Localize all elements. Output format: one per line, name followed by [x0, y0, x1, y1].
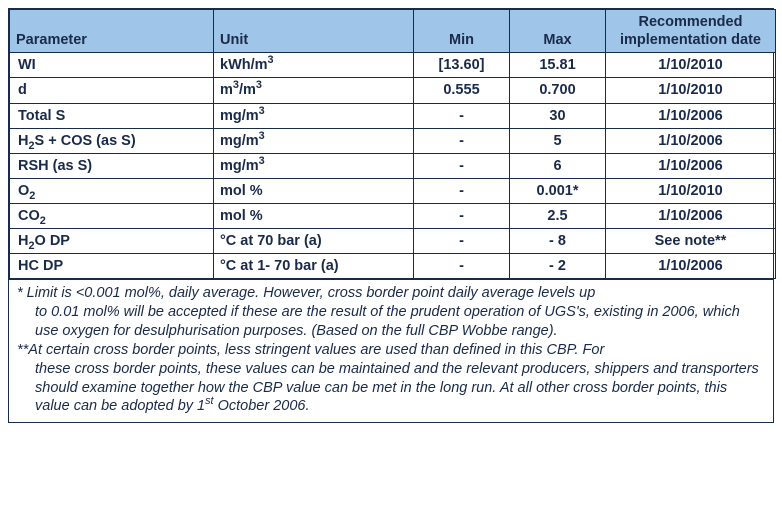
cell-date: See note**: [606, 229, 776, 254]
col-header-max: Max: [510, 10, 606, 53]
header-row: Parameter Unit Min Max Recommended imple…: [10, 10, 776, 53]
cell-unit: mol %: [214, 178, 414, 203]
cell-unit: mg/m3: [214, 128, 414, 153]
gas-spec-table-container: Parameter Unit Min Max Recommended imple…: [8, 8, 774, 423]
cell-min: -: [414, 178, 510, 203]
cell-max: - 2: [510, 254, 606, 279]
table-head: Parameter Unit Min Max Recommended imple…: [10, 10, 776, 53]
cell-max: 6: [510, 153, 606, 178]
cell-parameter: H2O DP: [10, 229, 214, 254]
cell-parameter: RSH (as S): [10, 153, 214, 178]
table-row: O2mol %-0.001*1/10/2010: [10, 178, 776, 203]
cell-date: 1/10/2006: [606, 204, 776, 229]
cell-max: 30: [510, 103, 606, 128]
cell-date: 1/10/2010: [606, 178, 776, 203]
table-row: H2O DP°C at 70 bar (a)-- 8See note**: [10, 229, 776, 254]
cell-max: 0.001*: [510, 178, 606, 203]
footnotes: * Limit is <0.001 mol%, daily average. H…: [9, 279, 773, 422]
col-header-date: Recommended implementation date: [606, 10, 776, 53]
table-row: HC DP°C at 1- 70 bar (a)-- 21/10/2006: [10, 254, 776, 279]
cell-min: -: [414, 254, 510, 279]
gas-spec-table: Parameter Unit Min Max Recommended imple…: [9, 9, 776, 279]
cell-date: 1/10/2010: [606, 78, 776, 103]
cell-min: -: [414, 204, 510, 229]
cell-max: 15.81: [510, 53, 606, 78]
cell-unit: mol %: [214, 204, 414, 229]
cell-date: 1/10/2006: [606, 153, 776, 178]
cell-parameter: H2S + COS (as S): [10, 128, 214, 153]
cell-max: - 8: [510, 229, 606, 254]
cell-max: 0.700: [510, 78, 606, 103]
footnote-2: **At certain cross border points, less s…: [17, 341, 765, 416]
cell-date: 1/10/2006: [606, 254, 776, 279]
cell-max: 5: [510, 128, 606, 153]
cell-parameter: O2: [10, 178, 214, 203]
cell-unit: °C at 70 bar (a): [214, 229, 414, 254]
table-row: WIkWh/m3[13.60]15.811/10/2010: [10, 53, 776, 78]
cell-parameter: WI: [10, 53, 214, 78]
cell-date: 1/10/2006: [606, 103, 776, 128]
table-row: dm3/m30.5550.7001/10/2010: [10, 78, 776, 103]
cell-unit: kWh/m3: [214, 53, 414, 78]
cell-parameter: Total S: [10, 103, 214, 128]
table-row: H2S + COS (as S)mg/m3-51/10/2006: [10, 128, 776, 153]
cell-max: 2.5: [510, 204, 606, 229]
cell-min: -: [414, 128, 510, 153]
table-row: Total Smg/m3-301/10/2006: [10, 103, 776, 128]
col-header-unit: Unit: [214, 10, 414, 53]
cell-unit: mg/m3: [214, 103, 414, 128]
cell-unit: m3/m3: [214, 78, 414, 103]
col-header-min: Min: [414, 10, 510, 53]
cell-date: 1/10/2010: [606, 53, 776, 78]
cell-unit: °C at 1- 70 bar (a): [214, 254, 414, 279]
col-header-parameter: Parameter: [10, 10, 214, 53]
table-row: RSH (as S)mg/m3-61/10/2006: [10, 153, 776, 178]
cell-parameter: HC DP: [10, 254, 214, 279]
cell-min: -: [414, 103, 510, 128]
cell-min: [13.60]: [414, 53, 510, 78]
cell-parameter: CO2: [10, 204, 214, 229]
cell-unit: mg/m3: [214, 153, 414, 178]
table-row: CO2mol %-2.51/10/2006: [10, 204, 776, 229]
cell-min: -: [414, 153, 510, 178]
cell-date: 1/10/2006: [606, 128, 776, 153]
cell-min: 0.555: [414, 78, 510, 103]
footnote-1: * Limit is <0.001 mol%, daily average. H…: [17, 284, 765, 341]
table-body: WIkWh/m3[13.60]15.811/10/2010 dm3/m30.55…: [10, 53, 776, 279]
cell-min: -: [414, 229, 510, 254]
cell-parameter: d: [10, 78, 214, 103]
